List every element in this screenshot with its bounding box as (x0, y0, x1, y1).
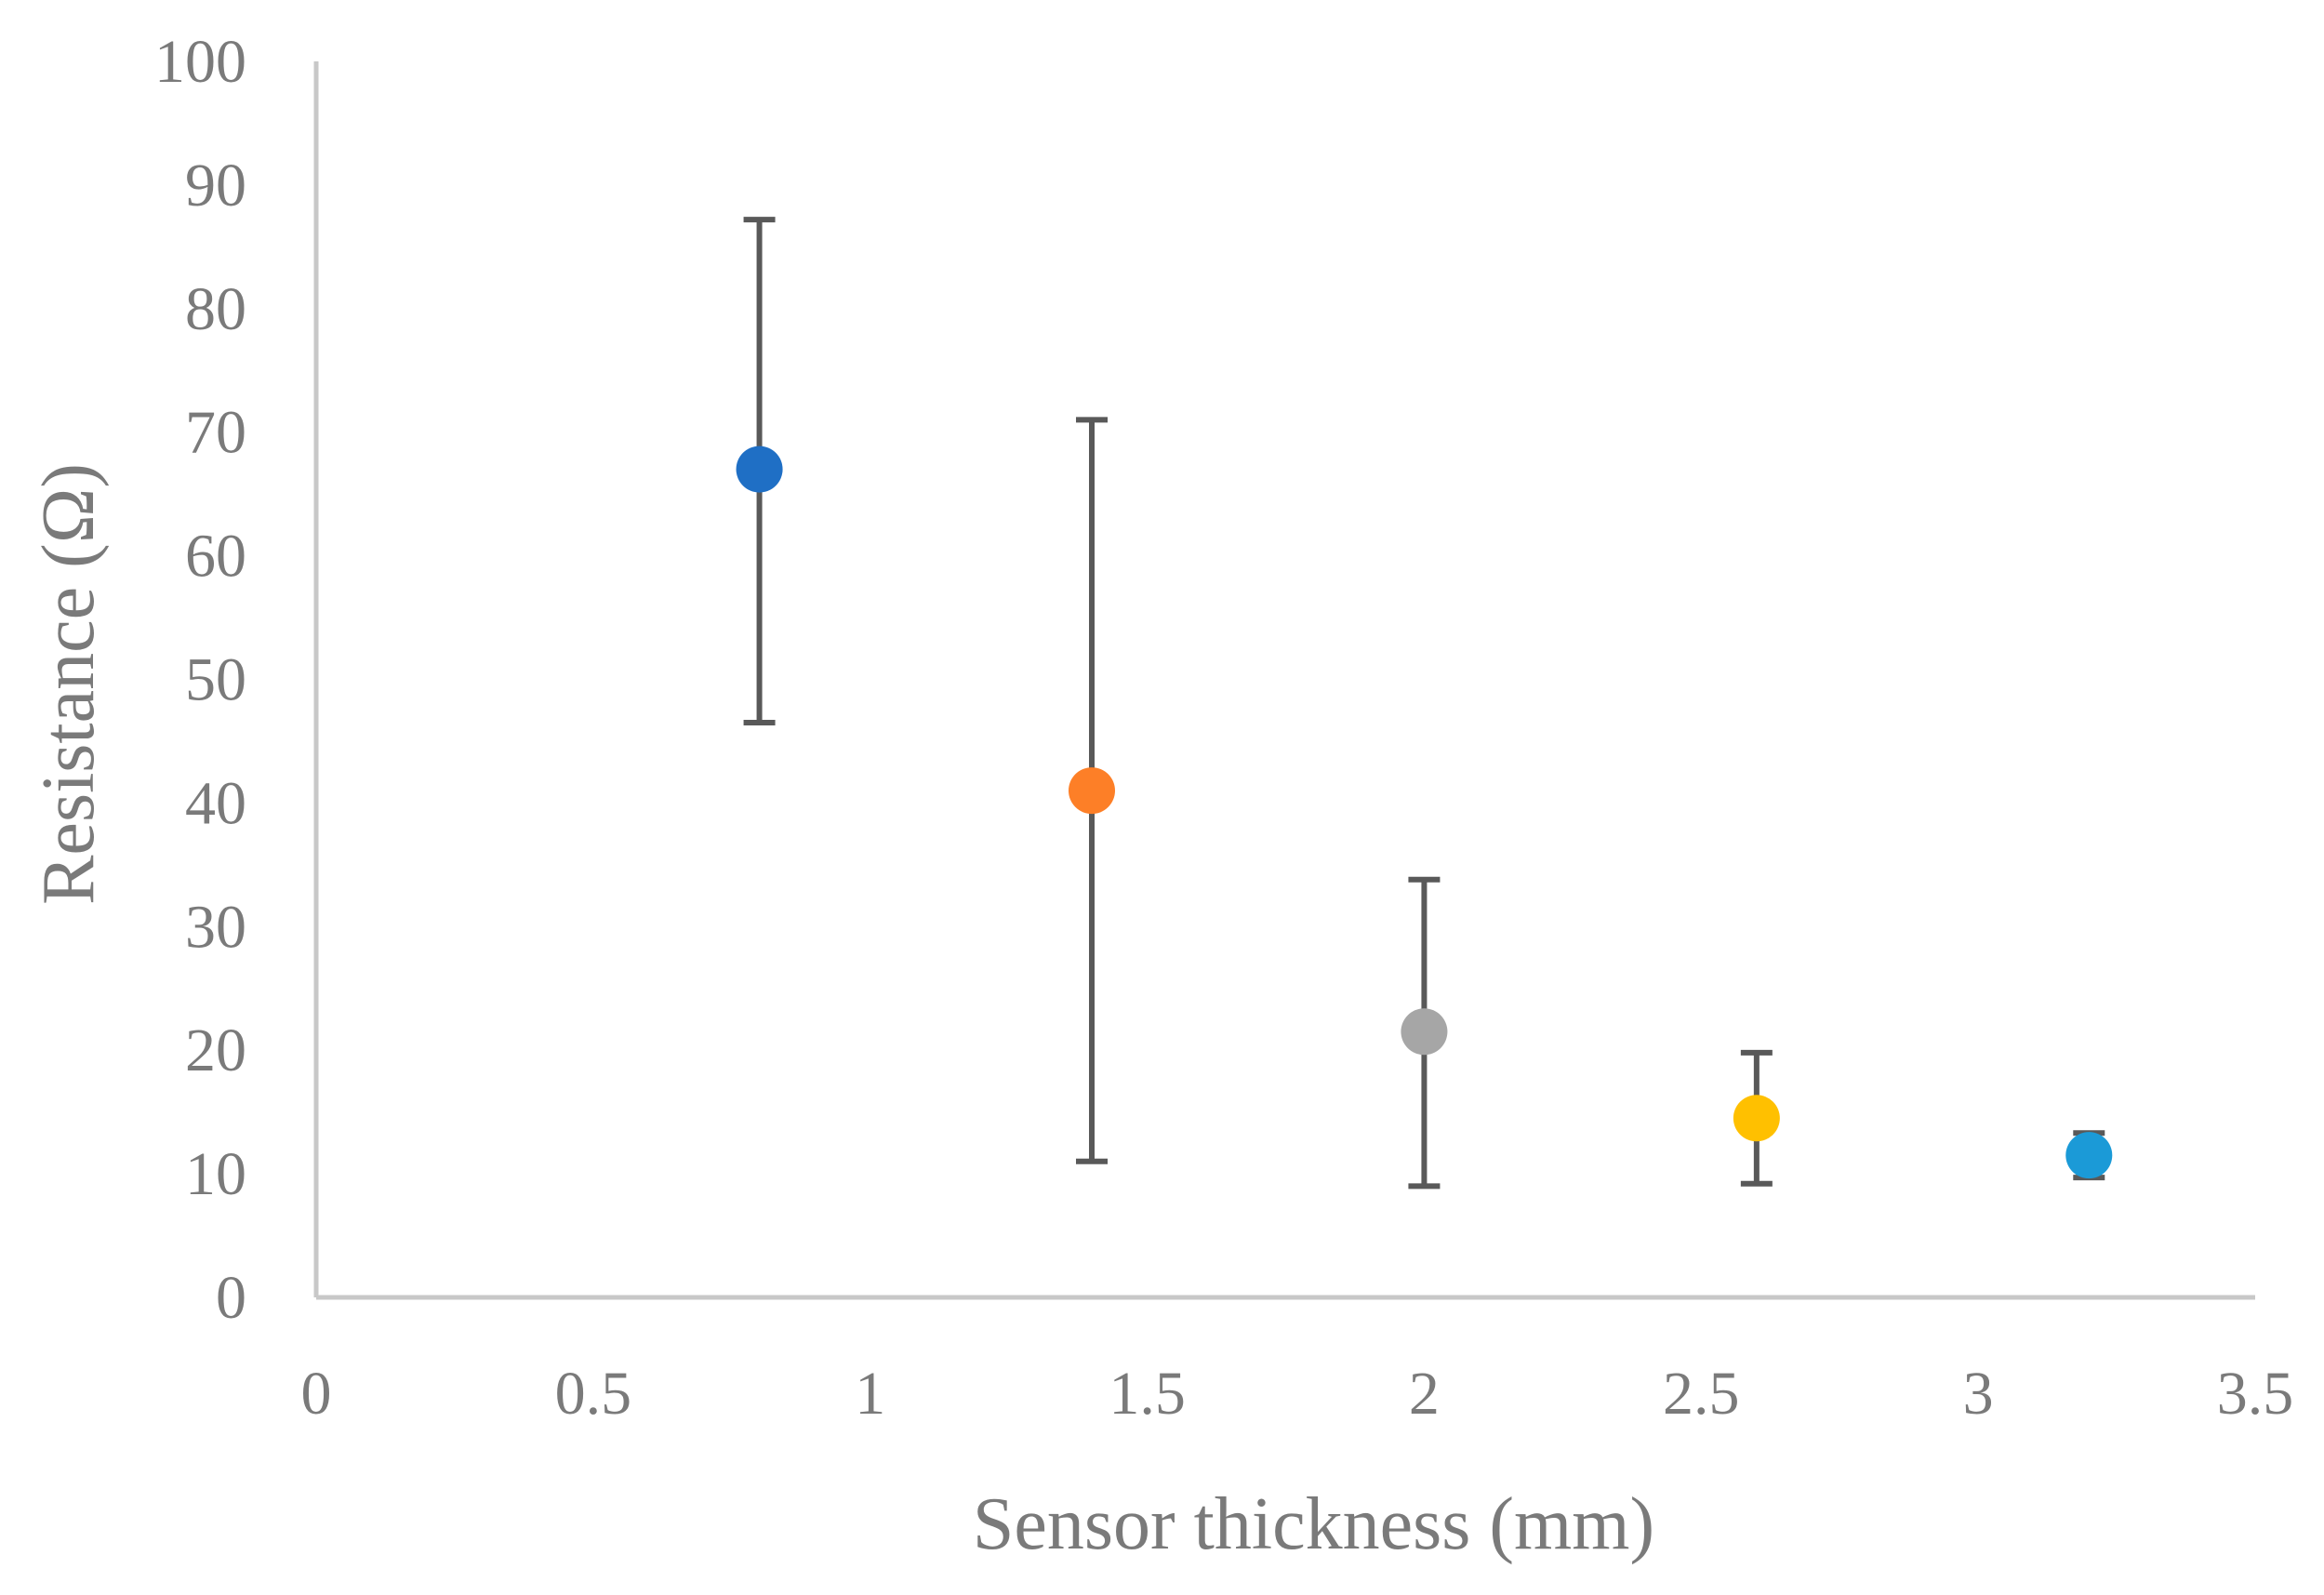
y-tick-label: 20 (185, 1017, 246, 1084)
y-tick-label: 10 (185, 1140, 246, 1208)
y-tick-label: 60 (185, 523, 246, 591)
x-tick-label: 2 (1409, 1360, 1440, 1428)
y-tick-label: 90 (185, 152, 246, 219)
x-tick-label: 0 (301, 1360, 332, 1428)
y-axis-title: Resistance (Ω) (28, 463, 110, 905)
data-point (1069, 767, 1115, 815)
data-point (2065, 1132, 2113, 1179)
data-point (1733, 1095, 1780, 1142)
x-tick-label: 2.5 (1663, 1360, 1740, 1428)
x-tick-label: 1 (855, 1360, 885, 1428)
x-tick-label: 3.5 (2217, 1360, 2294, 1428)
x-tick-label: 1.5 (1109, 1360, 1186, 1428)
x-tick-label: 3 (1963, 1360, 1994, 1428)
y-tick-label: 70 (185, 399, 246, 467)
data-point (1401, 1008, 1448, 1056)
y-tick-label: 0 (216, 1264, 246, 1332)
y-tick-labels: 0 10 20 30 40 50 60 70 80 90 100 (154, 28, 246, 1332)
x-tick-label: 0.5 (555, 1360, 632, 1428)
y-tick-label: 80 (185, 275, 246, 343)
y-tick-label: 50 (185, 646, 246, 714)
x-tick-labels: 0 0.5 1 1.5 2 2.5 3 3.5 (301, 1360, 2294, 1428)
y-tick-label: 100 (154, 28, 246, 96)
y-tick-label: 30 (185, 893, 246, 961)
data-point (736, 445, 783, 493)
y-tick-label: 40 (185, 769, 246, 837)
data-points (736, 445, 2113, 1179)
x-axis-title: Sensor thickness (mm) (973, 1483, 1654, 1565)
